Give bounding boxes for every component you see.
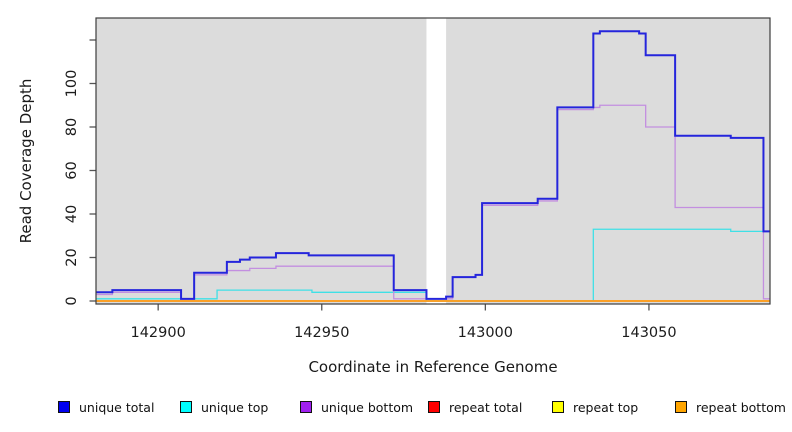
plot-border	[95, 17, 771, 305]
unique-bottom-swatch-icon	[300, 401, 312, 413]
y-tick-label: 100	[64, 70, 80, 98]
no-data-band	[426, 18, 447, 304]
y-tick-label: 40	[64, 205, 80, 223]
legend-label: repeat total	[449, 399, 523, 415]
legend-label: repeat bottom	[696, 399, 786, 415]
unique-top-swatch-icon	[180, 401, 192, 413]
x-tick-label: 142900	[130, 325, 185, 341]
y-tick-label: 80	[64, 118, 80, 136]
legend-item-repeat-total: repeat total	[428, 398, 522, 416]
y-tick-label: 0	[64, 296, 80, 305]
legend-item-repeat-top: repeat top	[552, 398, 638, 416]
legend: unique total unique top unique bottom re…	[0, 398, 792, 422]
repeat-top-swatch-icon	[552, 401, 564, 413]
legend-item-unique-top: unique top	[180, 398, 268, 416]
legend-item-repeat-bottom: repeat bottom	[675, 398, 786, 416]
legend-label: unique top	[201, 399, 269, 415]
legend-item-unique-total: unique total	[58, 398, 154, 416]
x-tick-label: 142950	[294, 325, 349, 341]
x-tick-label: 143000	[458, 325, 513, 341]
unique-total-swatch-icon	[58, 401, 70, 413]
y-tick-label: 60	[64, 161, 80, 179]
plot-area: 142900 142950 143000 143050 0 20 40 60 80 100	[64, 17, 771, 341]
y-axis-title: Read Coverage Depth	[17, 78, 35, 244]
series-line-unique-total	[96, 30, 770, 300]
repeat-total-swatch-icon	[428, 401, 440, 413]
legend-label: repeat top	[573, 399, 639, 415]
legend-item-unique-bottom: unique bottom	[300, 398, 413, 416]
legend-label: unique bottom	[321, 399, 414, 415]
y-tick-label: 20	[64, 248, 80, 266]
legend-label: unique total	[79, 399, 155, 415]
x-axis-title: Coordinate in Reference Genome	[308, 358, 558, 376]
repeat-bottom-swatch-icon	[675, 401, 687, 413]
x-tick-label: 143050	[621, 325, 676, 341]
